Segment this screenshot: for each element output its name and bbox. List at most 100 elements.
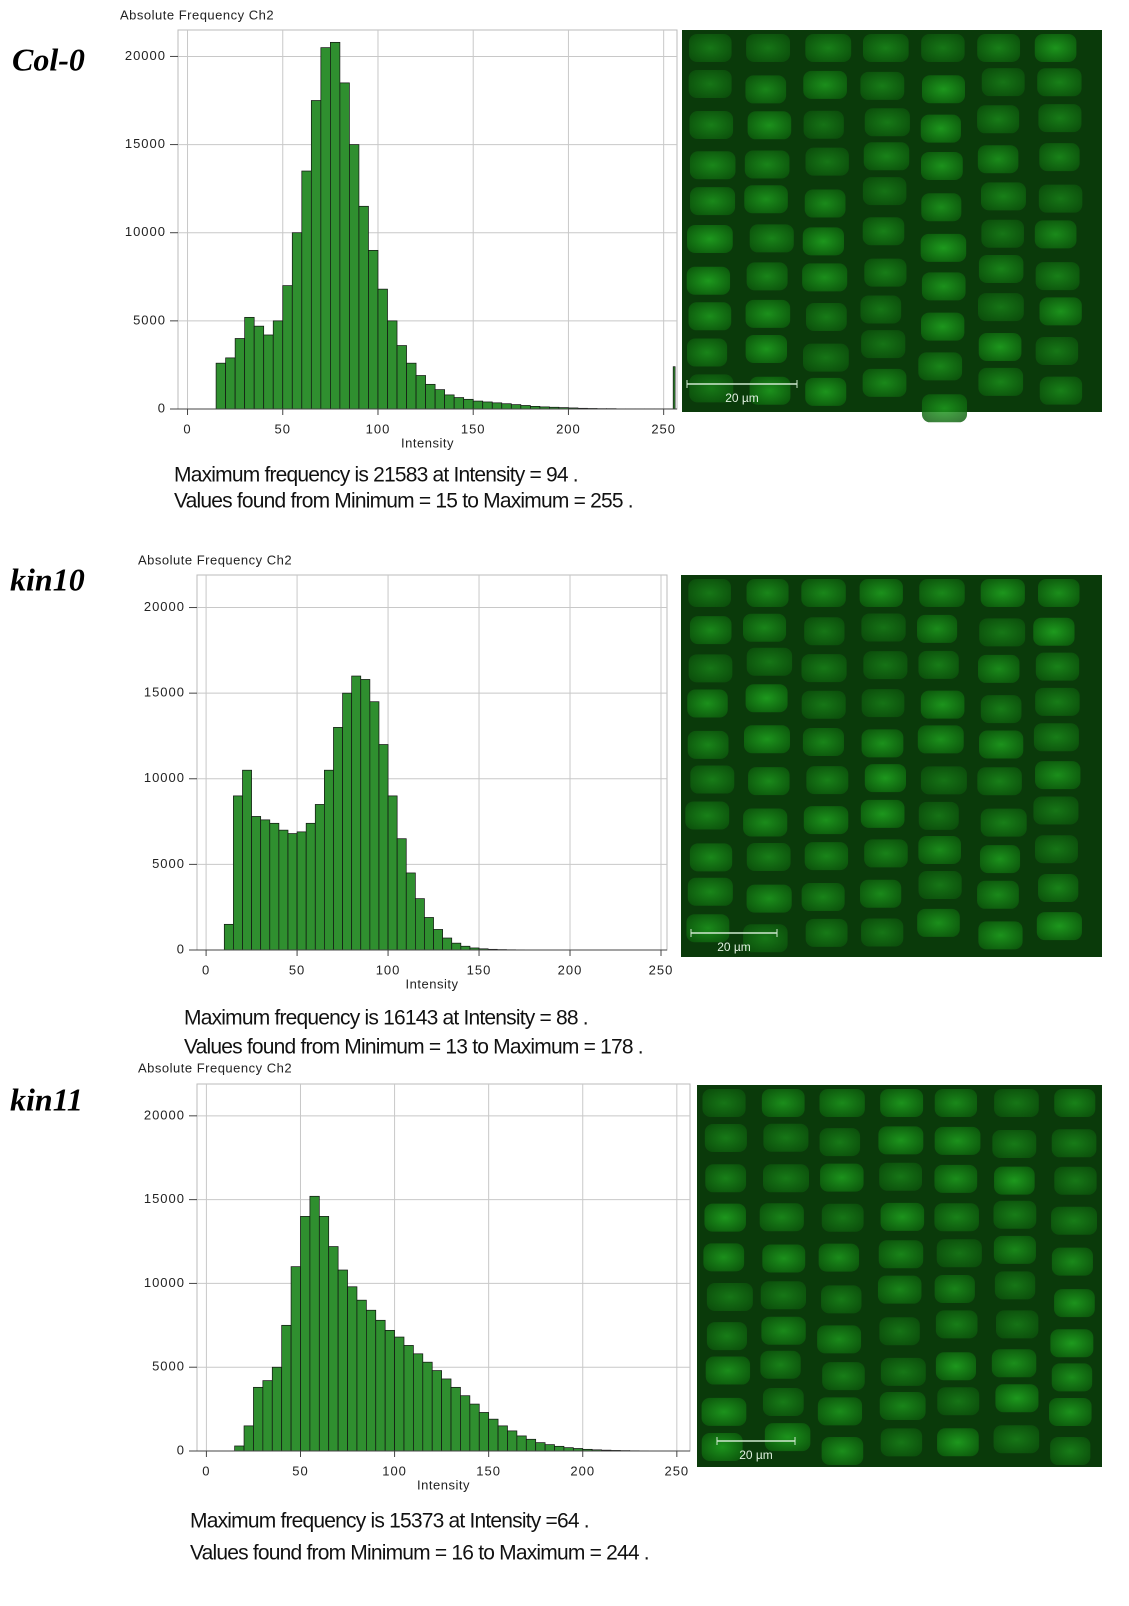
cell bbox=[864, 839, 908, 868]
histogram-bar bbox=[406, 362, 417, 410]
histogram-bar bbox=[375, 1319, 386, 1452]
cell bbox=[803, 343, 849, 372]
cell bbox=[1038, 104, 1082, 133]
histogram-bar bbox=[478, 1412, 490, 1452]
cell bbox=[879, 1162, 923, 1191]
histogram-bar bbox=[544, 1444, 555, 1452]
histogram-bar bbox=[349, 144, 360, 410]
cell bbox=[747, 111, 792, 140]
histogram-bar bbox=[234, 338, 246, 410]
histogram-bar bbox=[223, 923, 234, 951]
cell bbox=[921, 34, 965, 62]
cell bbox=[686, 266, 731, 295]
histogram-bar bbox=[396, 838, 407, 951]
cell bbox=[688, 579, 731, 607]
y-tick-label: 15000 bbox=[144, 685, 185, 700]
histogram-bar bbox=[369, 701, 380, 951]
cell bbox=[934, 1089, 978, 1117]
histogram-bar bbox=[525, 1438, 537, 1452]
cell bbox=[994, 1271, 1036, 1300]
cell bbox=[761, 1089, 805, 1117]
cell bbox=[862, 177, 907, 206]
histogram-bar bbox=[278, 829, 289, 951]
cell bbox=[764, 1423, 811, 1452]
histogram-bar bbox=[290, 1266, 301, 1452]
histogram-bar bbox=[282, 285, 293, 410]
cell bbox=[1034, 34, 1077, 62]
cell bbox=[803, 110, 844, 139]
cell bbox=[822, 1362, 865, 1391]
cell bbox=[745, 75, 787, 104]
stats-note: Values found from Minimum = 15 to Maximu… bbox=[174, 490, 633, 513]
histogram-bar bbox=[262, 1380, 273, 1452]
cell bbox=[745, 299, 791, 328]
cell bbox=[936, 1239, 982, 1268]
histogram-bar bbox=[396, 345, 407, 410]
histogram-bar bbox=[244, 316, 255, 410]
cell bbox=[689, 843, 733, 872]
cell bbox=[920, 690, 965, 719]
cell bbox=[760, 1350, 801, 1379]
cell bbox=[993, 1200, 1037, 1229]
histogram-bar bbox=[415, 898, 425, 951]
cell bbox=[704, 1123, 747, 1152]
x-axis-label: Intensity bbox=[417, 1477, 470, 1492]
histogram-bar bbox=[320, 47, 331, 410]
cell bbox=[935, 1352, 976, 1381]
histogram-bar bbox=[342, 692, 353, 951]
cell bbox=[817, 1397, 863, 1426]
histogram-bar bbox=[333, 727, 343, 951]
x-tick-label: 150 bbox=[461, 421, 486, 436]
histogram-bar bbox=[460, 1395, 471, 1452]
cell bbox=[746, 842, 791, 871]
histogram-bar bbox=[330, 41, 341, 410]
cell bbox=[879, 1392, 926, 1421]
micrograph: 20 µm bbox=[697, 1085, 1102, 1467]
histogram-bar bbox=[482, 401, 493, 410]
chart-title: Absolute Frequency Ch2 bbox=[138, 552, 292, 567]
histogram-bar bbox=[233, 795, 243, 951]
cell bbox=[748, 767, 790, 796]
cell bbox=[801, 883, 845, 912]
cell bbox=[860, 71, 905, 100]
cell bbox=[980, 579, 1025, 607]
cell bbox=[821, 1436, 864, 1465]
cell bbox=[690, 765, 735, 794]
histogram-bar bbox=[339, 82, 350, 410]
x-tick-label: 250 bbox=[651, 421, 676, 436]
panel-label: Col-0 bbox=[12, 41, 85, 77]
cell bbox=[1051, 1363, 1093, 1392]
histogram-bar bbox=[488, 1418, 499, 1452]
histogram-bar bbox=[672, 366, 676, 410]
cell bbox=[688, 302, 732, 331]
x-tick-label: 50 bbox=[289, 962, 305, 977]
histogram-bar bbox=[394, 1336, 405, 1452]
x-tick-label: 250 bbox=[664, 1463, 689, 1478]
histogram-bar bbox=[351, 675, 362, 951]
cell bbox=[819, 1128, 861, 1157]
cell bbox=[860, 879, 902, 908]
histogram-bar bbox=[472, 400, 484, 410]
histogram-bar bbox=[554, 1445, 565, 1452]
cell bbox=[977, 767, 1022, 796]
histogram-bar bbox=[434, 389, 445, 410]
histogram-bar bbox=[491, 402, 503, 410]
cell bbox=[918, 801, 959, 830]
cell bbox=[701, 1432, 743, 1461]
y-tick-label: 15000 bbox=[125, 136, 166, 151]
cell bbox=[917, 725, 964, 754]
cell bbox=[1035, 761, 1081, 790]
histogram-bar bbox=[356, 1299, 367, 1452]
cell bbox=[806, 766, 849, 795]
cell bbox=[862, 34, 909, 62]
cell bbox=[763, 1164, 809, 1193]
histogram-bar bbox=[377, 288, 388, 410]
cell bbox=[744, 185, 788, 214]
scale-bar-label: 20 µm bbox=[739, 1448, 773, 1462]
cell bbox=[934, 1164, 978, 1193]
cell bbox=[744, 150, 790, 179]
histogram-bar bbox=[422, 1361, 433, 1452]
cell bbox=[1051, 1129, 1097, 1158]
cell bbox=[805, 377, 847, 406]
